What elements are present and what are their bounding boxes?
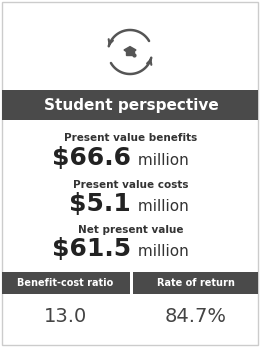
FancyBboxPatch shape bbox=[2, 2, 258, 345]
Text: million: million bbox=[133, 198, 189, 213]
FancyBboxPatch shape bbox=[2, 272, 130, 294]
Polygon shape bbox=[124, 46, 136, 54]
Text: $66.6: $66.6 bbox=[52, 146, 131, 170]
Text: Present value benefits: Present value benefits bbox=[64, 133, 198, 143]
Text: Rate of return: Rate of return bbox=[157, 278, 235, 288]
Text: Net present value: Net present value bbox=[78, 225, 184, 235]
Text: Present value costs: Present value costs bbox=[73, 180, 189, 190]
Text: $5.1: $5.1 bbox=[69, 192, 131, 216]
Bar bbox=[126, 50, 134, 54]
Text: Benefit-cost ratio: Benefit-cost ratio bbox=[17, 278, 113, 288]
FancyBboxPatch shape bbox=[2, 90, 258, 120]
Text: million: million bbox=[133, 244, 189, 259]
Text: million: million bbox=[133, 152, 189, 168]
Text: 13.0: 13.0 bbox=[43, 306, 87, 325]
Text: Student perspective: Student perspective bbox=[44, 98, 218, 112]
Text: 84.7%: 84.7% bbox=[165, 306, 226, 325]
FancyBboxPatch shape bbox=[133, 272, 258, 294]
Text: $61.5: $61.5 bbox=[52, 237, 131, 261]
